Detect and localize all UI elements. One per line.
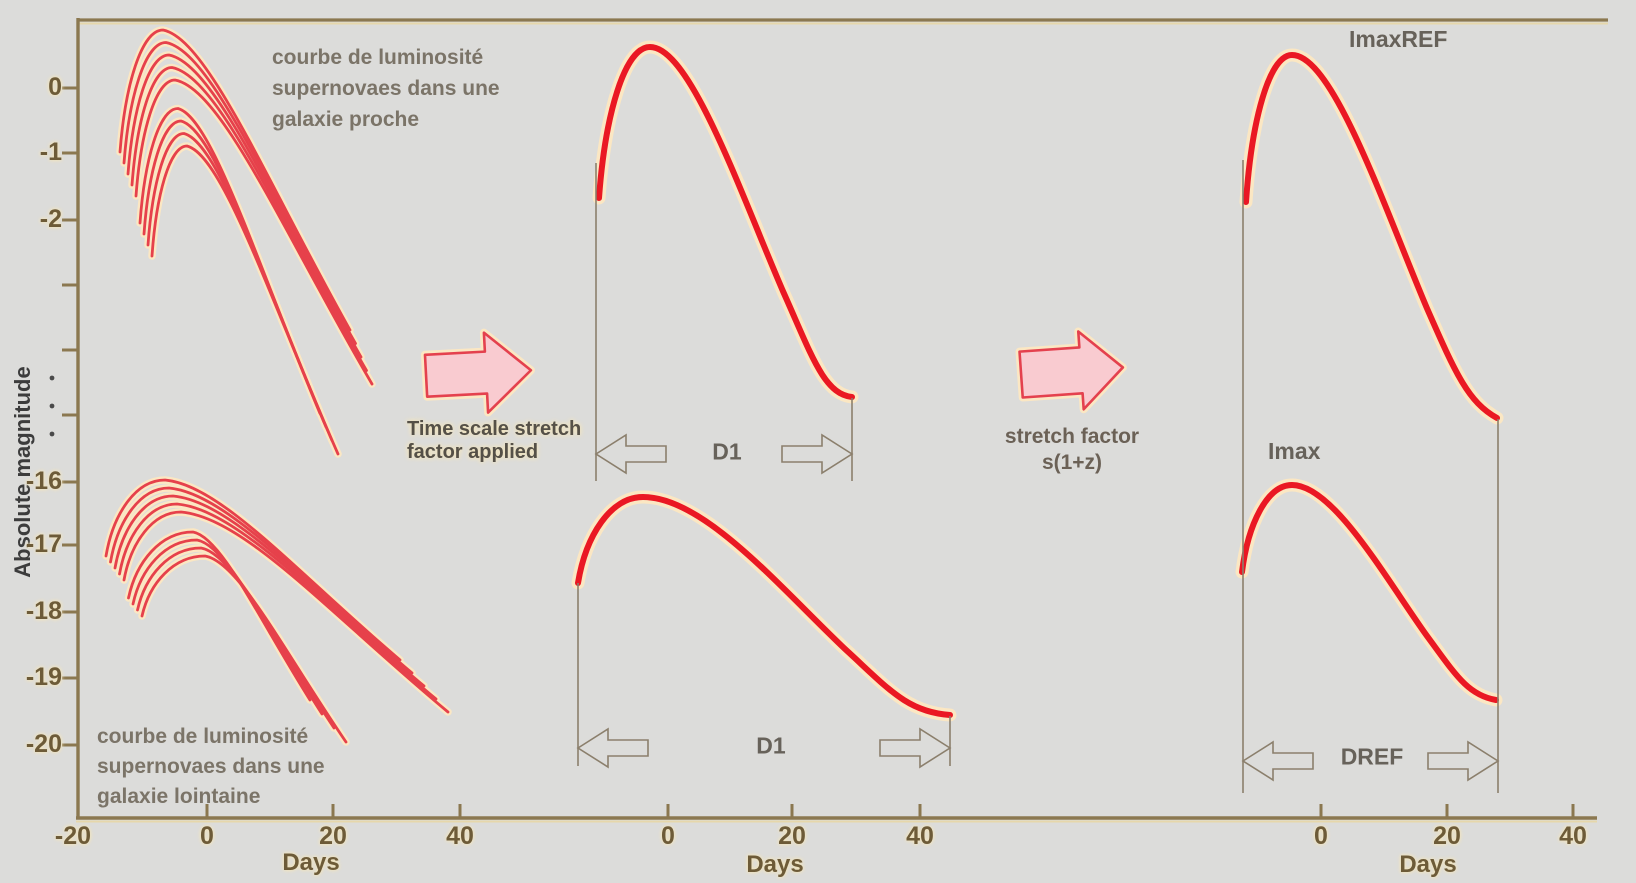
- y-tick-label: 0: [48, 73, 62, 101]
- y-tick-label: -20: [25, 730, 62, 758]
- x-tick-label: 20: [1433, 822, 1461, 850]
- light-curve: [127, 530, 312, 702]
- y-tick-label: -16: [25, 467, 62, 495]
- light-curve: [104, 478, 402, 662]
- axis-break-dot: [49, 403, 55, 409]
- light-curve: [131, 538, 324, 716]
- process-arrow-icons: [420, 327, 1127, 417]
- x-tick-label: 20: [778, 822, 806, 850]
- caption-line: supernovaes dans une: [97, 755, 325, 778]
- x-axis-title-middle: Days: [746, 851, 804, 878]
- light-curve: [118, 502, 438, 701]
- measure-arrow-right-icon: [879, 727, 952, 769]
- measure-arrow-left-icon: [576, 727, 649, 769]
- light-curve: [118, 28, 352, 332]
- caption-line: courbe de luminosité: [272, 46, 484, 69]
- light-curve-halo: [148, 142, 342, 458]
- x-tick-label: -20: [54, 822, 92, 850]
- caption-line: stretch factor: [1004, 425, 1140, 448]
- light-curve-halo: [144, 129, 336, 445]
- light-curve: [140, 554, 348, 744]
- time-stretch-caption: Time scale stretch factor applied: [407, 418, 581, 464]
- light-curve-halo: [1239, 48, 1504, 425]
- process-arrow-icon: [1018, 330, 1125, 411]
- x-tick-label: 40: [446, 822, 474, 850]
- x-tick-label: 40: [1559, 822, 1587, 850]
- caption-line: courbe de luminosité: [97, 725, 309, 748]
- light-curve: [150, 144, 340, 456]
- caption-line: galaxie lointaine: [97, 785, 261, 808]
- measure-arrow-right-icon: [1427, 740, 1500, 782]
- axis-break-dot: [49, 375, 55, 381]
- y-axis-break-dots: [49, 375, 55, 437]
- dref-width-label: DREF: [1340, 743, 1404, 770]
- light-curve-halo: [1235, 478, 1503, 707]
- light-curve: [146, 132, 334, 442]
- x-axis-title-left: Days: [282, 849, 340, 876]
- caption-line: galaxie proche: [272, 108, 420, 131]
- x-axis-title-right: Days: [1399, 851, 1457, 878]
- x-tick-label: 0: [1314, 822, 1328, 850]
- y-tick-label: -19: [25, 663, 62, 691]
- light-curve-halo: [592, 40, 859, 404]
- x-tick-label: 20: [319, 822, 347, 850]
- light-curve: [1239, 482, 1499, 703]
- plot-frame: [76, 18, 1608, 823]
- y-tick-label: -17: [25, 530, 62, 558]
- light-curve: [126, 53, 363, 359]
- imax-ref-label: ImaxREF: [1349, 26, 1448, 52]
- light-curve: [575, 494, 953, 718]
- axis-ticks: [62, 86, 1575, 817]
- light-curve: [109, 486, 414, 675]
- light-curve: [136, 546, 336, 730]
- y-tick-label: -1: [39, 138, 62, 166]
- y-tick-label: -2: [39, 205, 62, 233]
- d1-width-label-bottom: D1: [756, 732, 786, 759]
- light-curve-halo: [115, 500, 440, 703]
- light-curve: [122, 41, 357, 345]
- nearby-galaxy-caption: courbe de luminosité supernovaes dans un…: [272, 42, 500, 135]
- imax-label: Imax: [1268, 438, 1321, 464]
- caption-line: supernovaes dans une: [272, 77, 500, 100]
- axis-break-dot: [49, 431, 55, 437]
- light-curve-families: [104, 28, 450, 744]
- caption-line: Time scale stretch: [407, 418, 582, 440]
- x-tick-label: 0: [200, 822, 214, 850]
- x-tick-label: 0: [661, 822, 675, 850]
- process-arrow-icon: [423, 331, 533, 414]
- light-curve: [596, 44, 855, 400]
- distant-galaxy-caption: courbe de luminosité supernovaes dans un…: [97, 722, 325, 812]
- single-light-curves: [571, 40, 1504, 722]
- caption-line: s(1+z): [1041, 451, 1103, 474]
- d1-width-label-top: D1: [712, 438, 742, 465]
- light-curve-halo: [111, 492, 428, 690]
- measure-arrow-left-icon: [1241, 740, 1314, 782]
- y-tick-label: -18: [25, 597, 62, 625]
- x-tick-label: 40: [906, 822, 934, 850]
- light-curve: [130, 66, 368, 372]
- stretch-factor-caption: stretch factor s(1+z): [972, 424, 1172, 476]
- light-curve: [1243, 52, 1500, 421]
- light-curve: [122, 510, 450, 714]
- light-curve-halo: [571, 490, 957, 722]
- measure-arrow-right-icon: [781, 433, 854, 475]
- width-measurement-annotations: [576, 160, 1500, 793]
- light-curve: [113, 494, 426, 688]
- measure-arrow-left-icon: [594, 433, 667, 475]
- light-curve: [134, 78, 374, 386]
- caption-line: factor applied: [407, 441, 539, 463]
